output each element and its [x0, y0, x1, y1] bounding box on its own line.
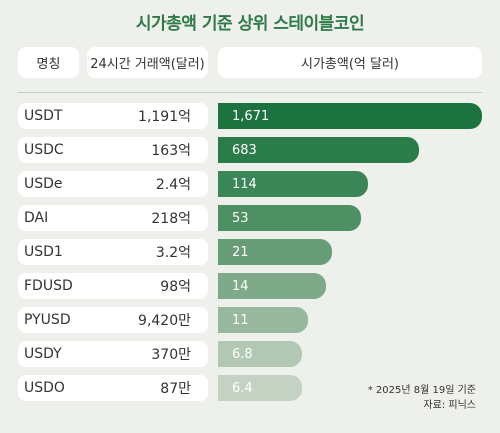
header-volume: 24시간 거래액(달러) — [87, 47, 208, 78]
market-cap-bar — [218, 341, 302, 367]
row-pill — [18, 205, 208, 231]
market-cap-label: 6.8 — [232, 346, 253, 362]
volume-label: 218억 — [151, 211, 191, 227]
row-pill — [18, 103, 208, 129]
header-name: 명칭 — [18, 47, 79, 78]
volume-label: 2.4억 — [155, 177, 191, 193]
volume-label: 1,191억 — [138, 109, 191, 125]
row-pill — [18, 137, 208, 163]
volume-label: 163억 — [151, 143, 191, 159]
market-cap-label: 6.4 — [232, 380, 253, 396]
header-divider — [18, 92, 482, 93]
coin-name: USDT — [24, 108, 63, 124]
market-cap-label: 683 — [232, 142, 257, 158]
volume-label: 3.2억 — [155, 245, 191, 261]
market-cap-bar — [218, 273, 326, 299]
volume-label: 9,420만 — [138, 313, 191, 329]
row-pill — [18, 171, 208, 197]
row-pill — [18, 239, 208, 265]
market-cap-label: 21 — [232, 244, 249, 260]
market-cap-bar — [218, 103, 482, 129]
market-cap-label: 1,671 — [232, 108, 270, 124]
source-note: 자료: 피닉스 — [423, 400, 476, 411]
market-cap-label: 11 — [232, 312, 249, 328]
date-note: * 2025년 8월 19일 기준 — [367, 385, 476, 396]
market-cap-bar — [218, 171, 368, 197]
coin-name: USDO — [24, 380, 65, 396]
row-pill — [18, 273, 208, 299]
market-cap-label: 53 — [232, 210, 249, 226]
market-cap-bar — [218, 205, 361, 231]
market-cap-label: 14 — [232, 278, 249, 294]
coin-name: USDC — [24, 142, 64, 158]
market-cap-bar — [218, 137, 419, 163]
market-cap-bar — [218, 375, 302, 401]
coin-name: FDUSD — [24, 278, 73, 294]
market-cap-bar — [218, 239, 332, 265]
coin-name: USD1 — [24, 244, 63, 260]
row-pill — [18, 307, 208, 333]
volume-label: 98억 — [160, 279, 191, 295]
market-cap-bar — [218, 307, 308, 333]
volume-label: 87만 — [160, 381, 191, 397]
volume-label: 370만 — [151, 347, 191, 363]
coin-name: PYUSD — [24, 312, 71, 328]
market-cap-label: 114 — [232, 176, 257, 192]
coin-name: USDe — [24, 176, 63, 192]
coin-name: DAI — [24, 210, 49, 226]
header-market-cap: 시가총액(억 달러) — [218, 47, 482, 78]
coin-name: USDY — [24, 346, 62, 362]
chart-title: 시가총액 기준 상위 스테이블코인 — [135, 14, 365, 34]
row-pill — [18, 341, 208, 367]
row-pill — [18, 375, 208, 401]
